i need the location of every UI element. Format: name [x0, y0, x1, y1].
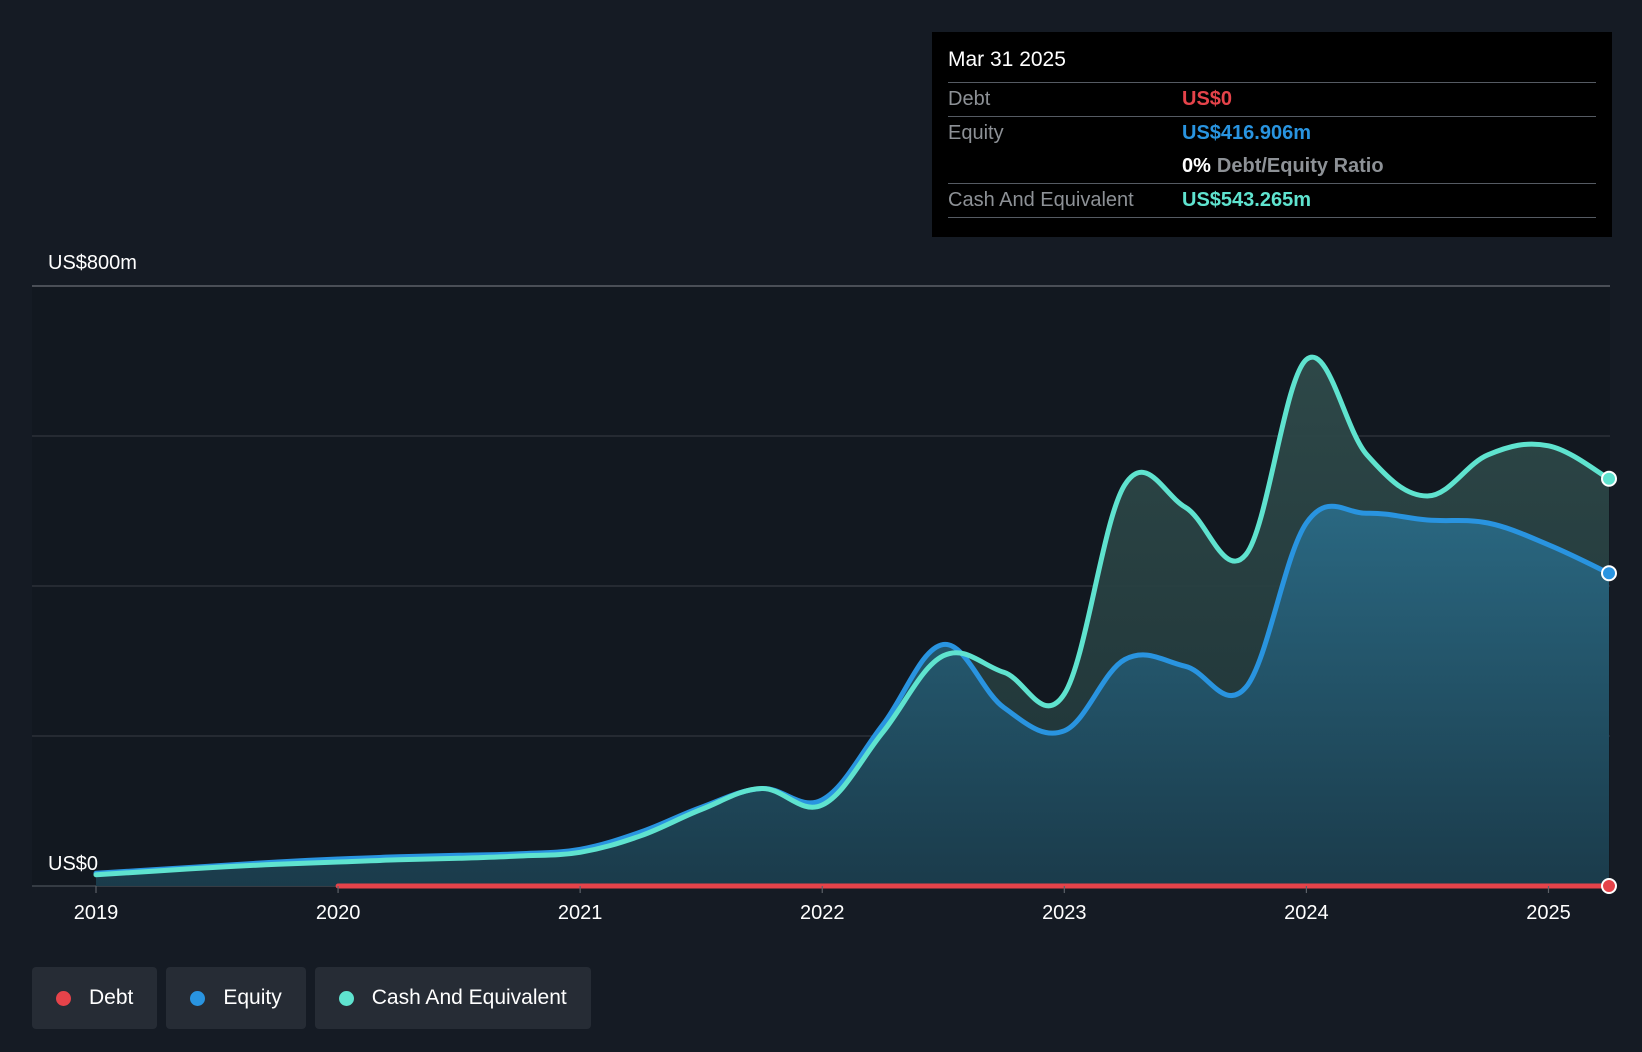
series-endpoints [1601, 470, 1617, 894]
x-tick-label-2022: 2022 [800, 902, 845, 924]
debt-endpoint [1601, 878, 1617, 894]
tooltip-debt-value: US$0 [1182, 88, 1233, 110]
tooltip-equity-row: Equity US$416.906m [948, 116, 1596, 150]
legend: Debt Equity Cash And Equivalent [32, 967, 591, 1029]
tooltip-cash-label: Cash And Equivalent [948, 189, 1134, 211]
cash-line [93, 354, 1612, 878]
legend-equity-label: Equity [223, 986, 282, 1009]
equity-line [93, 503, 1612, 876]
y-axis-top-label: US$800m [48, 252, 137, 274]
legend-item-debt[interactable]: Debt [32, 967, 158, 1029]
y-axis-bottom-label: US$0 [48, 853, 98, 875]
tooltip-cash-row: Cash And Equivalent US$543.265m [948, 183, 1596, 218]
series-lines [93, 354, 1612, 889]
legend-cash-label: Cash And Equivalent [371, 986, 567, 1009]
equity-area [96, 506, 1609, 886]
equity-dot-icon [190, 990, 206, 1006]
tooltip-equity-value: US$416.906m [1182, 122, 1311, 144]
series-areas [96, 357, 1609, 886]
legend-item-equity[interactable]: Equity [166, 967, 306, 1029]
debt-dot-icon [56, 990, 71, 1006]
cash-endpoint [1601, 470, 1617, 487]
tooltip-date: Mar 31 2025 [948, 48, 1066, 71]
tooltip-ratio-label: Debt/Equity Ratio [1216, 155, 1384, 177]
gridlines [32, 285, 1610, 887]
tooltip-equity-label: Equity [948, 122, 1004, 144]
tooltip-ratio-value: 0% [1182, 155, 1211, 177]
tooltip-panel: Mar 31 2025 Debt US$0 Equity US$416.906m… [932, 32, 1612, 237]
x-tick-label-2024: 2024 [1284, 902, 1329, 924]
cash-dot-icon [338, 990, 354, 1006]
legend-debt-label: Debt [89, 986, 134, 1009]
x-tick-label-2025: 2025 [1526, 902, 1571, 924]
x-tick-label-2020: 2020 [316, 902, 361, 924]
x-axis-ticks: 2019 2020 2021 2022 2023 2024 2025 [74, 886, 1571, 924]
tooltip-ratio-row: 0% Debt/Equity Ratio [948, 150, 1596, 183]
legend-item-cash[interactable]: Cash And Equivalent [314, 967, 591, 1029]
tooltip-debt-label: Debt [948, 88, 991, 110]
x-tick-label-2021: 2021 [558, 902, 603, 924]
tooltip-cash-value: US$543.265m [1182, 189, 1311, 211]
equity-endpoint [1601, 565, 1617, 582]
tooltip-debt-row: Debt US$0 [948, 82, 1596, 116]
x-tick-label-2023: 2023 [1042, 902, 1087, 924]
x-tick-label-2019: 2019 [74, 902, 119, 924]
